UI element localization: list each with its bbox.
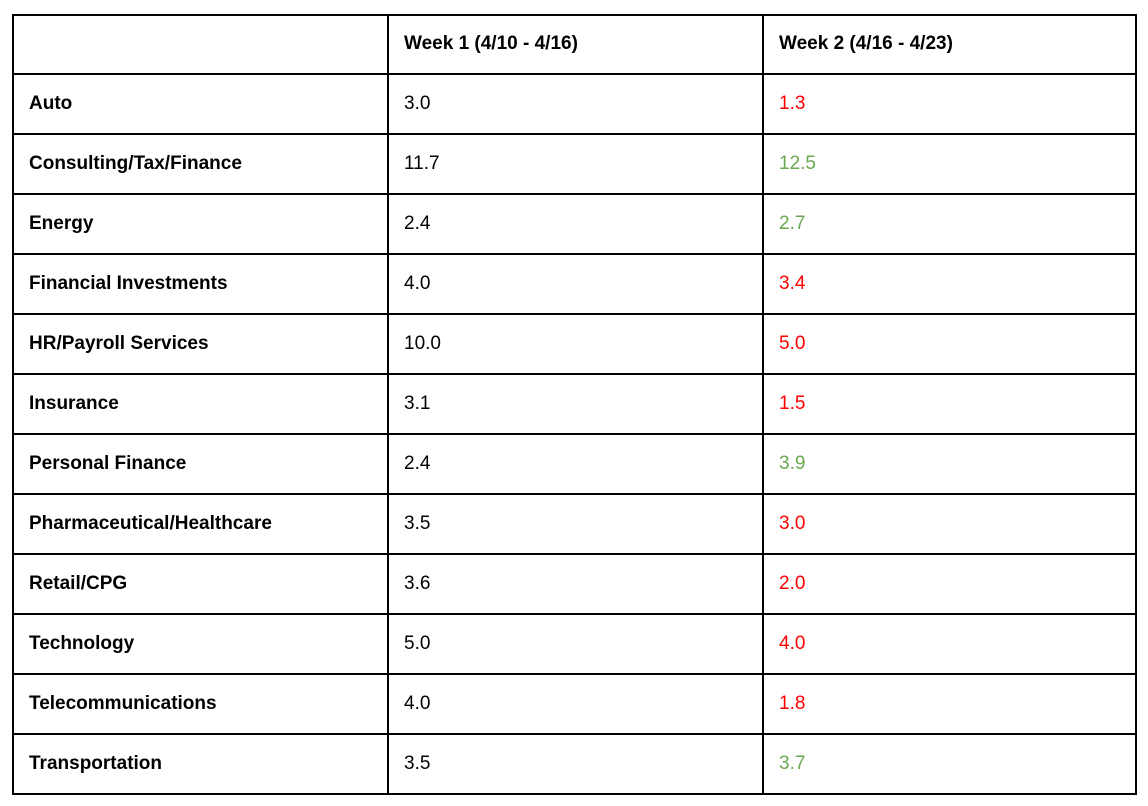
header-row: Week 1 (4/10 - 4/16) Week 2 (4/16 - 4/23…	[12, 14, 1137, 75]
week1-value: 11.7	[387, 133, 764, 195]
week1-value: 2.4	[387, 193, 764, 255]
week1-value: 3.6	[387, 553, 764, 615]
table-row: Pharmaceutical/Healthcare 3.5 3.0	[12, 493, 1137, 555]
industry-label: Energy	[12, 193, 389, 255]
industry-label: Retail/CPG	[12, 553, 389, 615]
industry-label: Auto	[12, 73, 389, 135]
table-row: Transportation 3.5 3.7	[12, 733, 1137, 795]
industry-label: Technology	[12, 613, 389, 675]
table-row: Insurance 3.1 1.5	[12, 373, 1137, 435]
industry-label: Transportation	[12, 733, 389, 795]
table-row: Personal Finance 2.4 3.9	[12, 433, 1137, 495]
table-row: Consulting/Tax/Finance 11.7 12.5	[12, 133, 1137, 195]
week2-value: 2.0	[762, 553, 1137, 615]
week1-value: 3.0	[387, 73, 764, 135]
week1-value: 10.0	[387, 313, 764, 375]
week1-value: 3.1	[387, 373, 764, 435]
week2-value: 1.8	[762, 673, 1137, 735]
week1-value: 2.4	[387, 433, 764, 495]
week1-value: 4.0	[387, 253, 764, 315]
industry-label: Financial Investments	[12, 253, 389, 315]
industry-label: HR/Payroll Services	[12, 313, 389, 375]
week2-value: 2.7	[762, 193, 1137, 255]
header-week2: Week 2 (4/16 - 4/23)	[762, 14, 1137, 75]
week1-value: 4.0	[387, 673, 764, 735]
table-row: Retail/CPG 3.6 2.0	[12, 553, 1137, 615]
industry-label: Telecommunications	[12, 673, 389, 735]
week2-value: 3.0	[762, 493, 1137, 555]
industry-label: Personal Finance	[12, 433, 389, 495]
header-week1: Week 1 (4/10 - 4/16)	[387, 14, 764, 75]
table-row: Energy 2.4 2.7	[12, 193, 1137, 255]
week2-value: 3.4	[762, 253, 1137, 315]
table-row: Auto 3.0 1.3	[12, 73, 1137, 135]
table-row: Telecommunications 4.0 1.8	[12, 673, 1137, 735]
table-row: Financial Investments 4.0 3.4	[12, 253, 1137, 315]
industry-label: Consulting/Tax/Finance	[12, 133, 389, 195]
week2-value: 3.9	[762, 433, 1137, 495]
header-industry	[12, 14, 389, 75]
industry-label: Pharmaceutical/Healthcare	[12, 493, 389, 555]
table-row: HR/Payroll Services 10.0 5.0	[12, 313, 1137, 375]
week1-value: 3.5	[387, 493, 764, 555]
weekly-metrics-table-container: Week 1 (4/10 - 4/16) Week 2 (4/16 - 4/23…	[12, 14, 1137, 795]
industry-label: Insurance	[12, 373, 389, 435]
table-row: Technology 5.0 4.0	[12, 613, 1137, 675]
week2-value: 3.7	[762, 733, 1137, 795]
week2-value: 1.5	[762, 373, 1137, 435]
week2-value: 12.5	[762, 133, 1137, 195]
week2-value: 1.3	[762, 73, 1137, 135]
weekly-metrics-table: Week 1 (4/10 - 4/16) Week 2 (4/16 - 4/23…	[12, 14, 1137, 795]
week1-value: 3.5	[387, 733, 764, 795]
week1-value: 5.0	[387, 613, 764, 675]
week2-value: 5.0	[762, 313, 1137, 375]
week2-value: 4.0	[762, 613, 1137, 675]
